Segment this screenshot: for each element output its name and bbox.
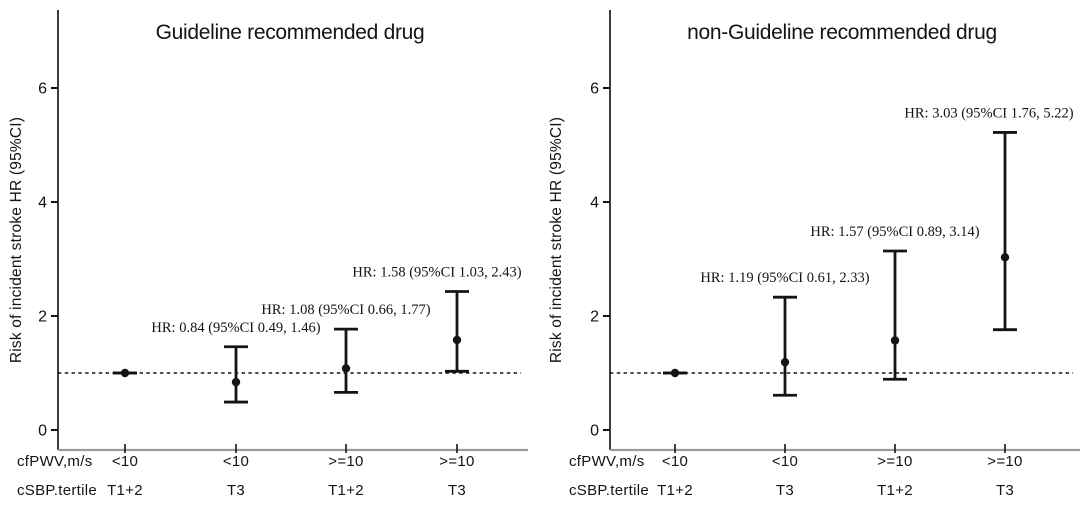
- plot-guideline: 0 2 4 6 HR: 0.84 (95%CI 0.49, 1.46) HR: 1.08 …: [17, 10, 528, 499]
- hr-point: [890, 336, 900, 345]
- x-category-label: T3: [227, 482, 245, 499]
- plot-non-guideline: 0 2 4 6 HR: 1.19 (95%CI 0.61, 2.33) HR: 1.57 …: [569, 10, 1080, 499]
- y-tick-label: 4: [38, 195, 47, 212]
- x-category-label: <10: [772, 453, 798, 470]
- x-row-header: cSBP.tertile: [17, 482, 97, 499]
- hr-point: [231, 377, 241, 387]
- panel-title-non-guideline: non-Guideline recommended drug: [687, 21, 997, 44]
- y-tick-label: 6: [38, 81, 47, 98]
- y-tick-label: 4: [590, 195, 599, 212]
- x-category-label: T3: [776, 482, 794, 499]
- hr-point: [780, 357, 790, 367]
- y-tick-label: 0: [38, 423, 47, 440]
- x-category-label: T1+2: [877, 482, 913, 499]
- hr-point: [670, 368, 680, 378]
- hr-annotation: HR: 0.84 (95%CI 0.49, 1.46): [151, 320, 320, 336]
- hr-point: [120, 368, 130, 378]
- panel-guideline: Guideline recommended drug Risk of incid…: [8, 10, 528, 499]
- x-category-label: >=10: [877, 453, 912, 470]
- x-row-header: cfPWV,m/s: [569, 453, 645, 470]
- x-category-label: T3: [996, 482, 1014, 499]
- x-category-label: T1+2: [328, 482, 364, 499]
- hr-annotation: HR: 1.58 (95%CI 1.03, 2.43): [352, 264, 521, 280]
- x-category-label: >=10: [987, 453, 1022, 470]
- y-tick-label: 2: [38, 309, 47, 326]
- hr-annotation: HR: 1.19 (95%CI 0.61, 2.33): [700, 270, 869, 286]
- x-category-label: <10: [112, 453, 138, 470]
- panel-title-guideline: Guideline recommended drug: [155, 21, 425, 44]
- hr-annotation: HR: 1.08 (95%CI 0.66, 1.77): [261, 302, 430, 318]
- y-tick-label: 2: [590, 309, 599, 326]
- hr-point: [341, 364, 351, 373]
- x-category-label: T1+2: [107, 482, 143, 499]
- panel-non-guideline: non-Guideline recommended drug Risk of i…: [540, 0, 1080, 506]
- hr-point: [1000, 253, 1010, 262]
- x-category-label: <10: [223, 453, 249, 470]
- hr-point: [452, 335, 462, 345]
- x-category-label: >=10: [328, 453, 363, 470]
- x-row-header: cfPWV,m/s: [17, 453, 93, 470]
- y-tick-label: 6: [590, 81, 599, 98]
- y-tick-label: 0: [590, 423, 599, 440]
- x-category-label: <10: [662, 453, 688, 470]
- x-category-label: >=10: [439, 453, 474, 470]
- x-category-label: T3: [448, 482, 466, 499]
- x-category-label: T1+2: [657, 482, 693, 499]
- hr-annotation: HR: 3.03 (95%CI 1.76, 5.22): [904, 105, 1073, 121]
- hr-annotation: HR: 1.57 (95%CI 0.89, 3.14): [810, 224, 979, 240]
- x-row-header: cSBP.tertile: [569, 482, 649, 499]
